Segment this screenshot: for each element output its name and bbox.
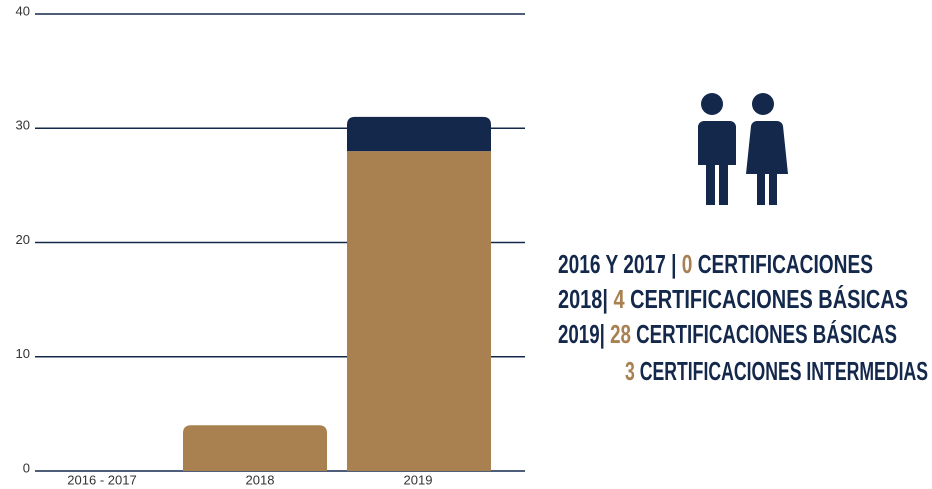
summary-count: 3: [625, 356, 635, 386]
y-tick-label: 30: [16, 118, 30, 133]
summary-count: 4: [613, 284, 624, 314]
summary-line: 2016 Y 2017 | 0 CERTIFICACIONES: [558, 249, 873, 279]
bar-segment: [347, 116, 491, 152]
bar-segment: [183, 425, 327, 471]
y-tick-label: 40: [16, 3, 30, 18]
summary-line: 2018| 4 CERTIFICACIONES BÁSICAS: [558, 284, 908, 314]
summary-lead: 2016 Y 2017 |: [558, 249, 676, 279]
x-tick-label: 2018: [246, 472, 275, 487]
summary-count: 0: [682, 249, 693, 279]
bar-segment: [347, 151, 491, 471]
summary-lead: 2019|: [558, 319, 605, 349]
summary-text: CERTIFICACIONES: [698, 249, 873, 279]
x-tick-label: 2019: [404, 472, 433, 487]
summary-text: CERTIFICACIONES BÁSICAS: [630, 284, 908, 314]
y-tick-label: 10: [16, 346, 30, 361]
summary-count: 28: [610, 319, 631, 349]
summary-line: 2019| 28 CERTIFICACIONES BÁSICAS: [558, 319, 897, 349]
y-tick-label: 0: [23, 460, 30, 475]
summary-text: CERTIFICACIONES BÁSICAS: [636, 319, 897, 349]
summary-lead: 2018|: [558, 284, 608, 314]
summary-text: CERTIFICACIONES INTERMEDIAS: [640, 356, 928, 386]
summary-line: 3 CERTIFICACIONES INTERMEDIAS: [625, 356, 928, 386]
people-icon: [694, 93, 788, 205]
y-tick-label: 20: [16, 232, 30, 247]
x-tick-label: 2016 - 2017: [67, 472, 136, 487]
